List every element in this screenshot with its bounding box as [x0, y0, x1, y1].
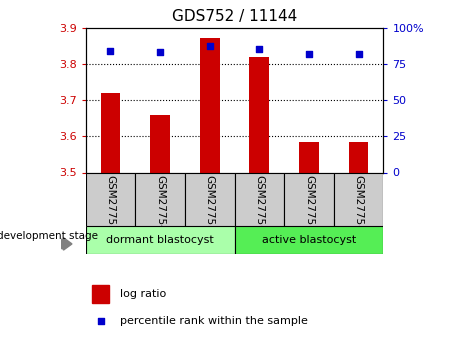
Text: GSM27756: GSM27756: [254, 175, 264, 232]
Bar: [249, 57, 269, 172]
FancyArrow shape: [62, 238, 72, 250]
Text: GSM27754: GSM27754: [155, 175, 165, 232]
Bar: [135, 172, 185, 226]
Bar: [86, 172, 135, 226]
Text: dormant blastocyst: dormant blastocyst: [106, 235, 214, 245]
Point: [206, 44, 213, 49]
Bar: [200, 38, 220, 172]
Text: development stage: development stage: [0, 231, 97, 240]
Bar: [185, 172, 235, 226]
Point: [355, 51, 362, 57]
Bar: [334, 172, 383, 226]
Bar: [299, 142, 319, 172]
Text: GSM27757: GSM27757: [304, 175, 314, 232]
Bar: [235, 226, 383, 254]
Bar: [284, 172, 334, 226]
Text: GSM27755: GSM27755: [205, 175, 215, 232]
Text: active blastocyst: active blastocyst: [262, 235, 356, 245]
Text: GSM27758: GSM27758: [354, 175, 364, 232]
Bar: [349, 142, 368, 172]
Bar: [235, 172, 284, 226]
Text: percentile rank within the sample: percentile rank within the sample: [120, 316, 308, 326]
Text: log ratio: log ratio: [120, 289, 166, 299]
Bar: [92, 285, 110, 303]
Title: GDS752 / 11144: GDS752 / 11144: [172, 9, 297, 24]
Bar: [86, 226, 235, 254]
Point: [256, 47, 263, 52]
Point: [97, 318, 105, 324]
Bar: [101, 93, 120, 172]
Bar: [150, 115, 170, 172]
Point: [107, 48, 114, 53]
Point: [305, 51, 313, 57]
Text: GSM27753: GSM27753: [106, 175, 115, 232]
Point: [156, 49, 164, 55]
